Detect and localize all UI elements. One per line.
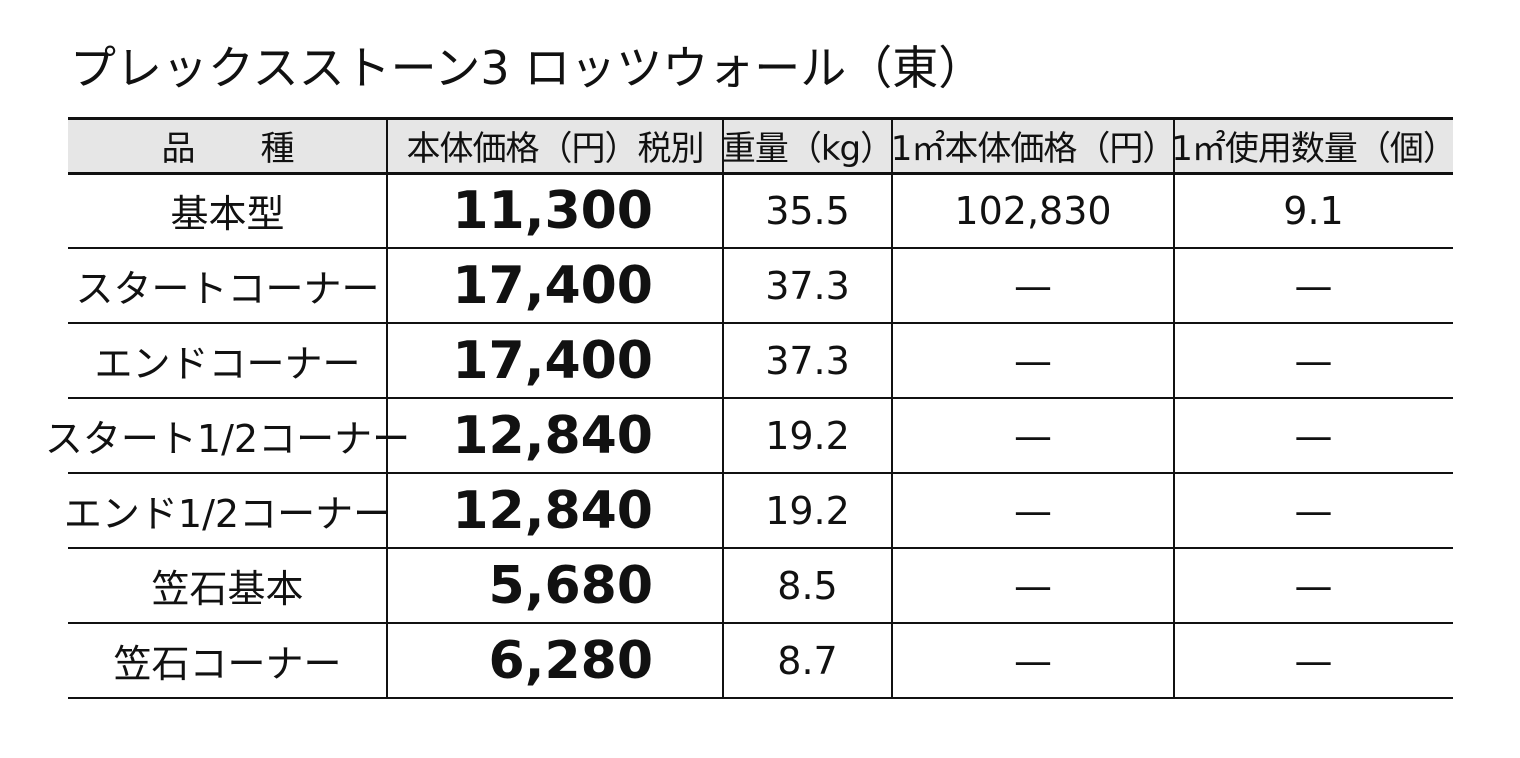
header-cell: 1㎡使用数量（個） xyxy=(1171,118,1457,173)
cell: 35.5 xyxy=(765,188,850,233)
cell: — xyxy=(1014,263,1052,308)
cell: 6,280 xyxy=(488,630,653,691)
cell: — xyxy=(1294,413,1333,458)
row-label: スタートコーナー xyxy=(75,267,380,311)
row-label: 基本型 xyxy=(170,192,285,236)
row-divider xyxy=(68,247,1453,249)
cell: 17,400 xyxy=(452,330,653,391)
row-divider xyxy=(68,622,1453,624)
title: プレックスストーン3 ロッツウォール（東） xyxy=(70,41,985,95)
cell: — xyxy=(1014,338,1052,383)
cell: 17,400 xyxy=(452,255,653,316)
cell: — xyxy=(1014,563,1052,608)
row-label: 笠石コーナー xyxy=(113,642,342,686)
row-label: スタート1/2コーナー xyxy=(44,417,411,461)
cell: — xyxy=(1294,563,1333,608)
cell: — xyxy=(1294,638,1333,683)
row-divider xyxy=(68,397,1453,399)
cell: 102,830 xyxy=(954,188,1112,233)
cell: 11,300 xyxy=(452,180,653,241)
row-label: エンド1/2コーナー xyxy=(63,492,392,536)
row-divider xyxy=(68,472,1453,474)
header-cell: 重量（kg） xyxy=(722,118,894,173)
column-divider xyxy=(891,118,893,698)
cell: 37.3 xyxy=(765,338,850,383)
cell: 19.2 xyxy=(765,488,850,533)
cell: — xyxy=(1014,638,1052,683)
column-divider xyxy=(722,118,724,698)
cell: 19.2 xyxy=(765,413,850,458)
cell: — xyxy=(1294,488,1333,533)
cell: 9.1 xyxy=(1283,188,1344,233)
row-divider xyxy=(68,547,1453,549)
cell: 37.3 xyxy=(765,263,850,308)
cell: — xyxy=(1014,488,1052,533)
column-divider xyxy=(1173,118,1175,698)
row-divider xyxy=(68,697,1453,699)
price-table: 品 種本体価格（円）税別 重量（kg） 1㎡本体価格（円） 1㎡使用数量（個） 基本型 1… xyxy=(44,117,1457,699)
cell: — xyxy=(1294,338,1333,383)
cell: 8.5 xyxy=(777,563,838,608)
header-cell: 本体価格（円）税別 xyxy=(387,118,723,173)
header-cell: 1㎡本体価格（円） xyxy=(891,118,1176,173)
header-divider xyxy=(68,172,1453,175)
cell: — xyxy=(1294,263,1333,308)
cell: 8.7 xyxy=(777,638,838,683)
cell: 12,840 xyxy=(452,405,653,466)
table-top-border xyxy=(68,117,1453,120)
row-label: エンドコーナー xyxy=(94,342,361,386)
column-divider xyxy=(386,118,388,698)
cell: 5,680 xyxy=(488,555,653,616)
row-label: 笠石基本 xyxy=(151,567,304,611)
header-cell: 品 種 xyxy=(68,118,387,173)
cell: — xyxy=(1014,413,1052,458)
cell: 12,840 xyxy=(452,480,653,541)
row-divider xyxy=(68,322,1453,324)
